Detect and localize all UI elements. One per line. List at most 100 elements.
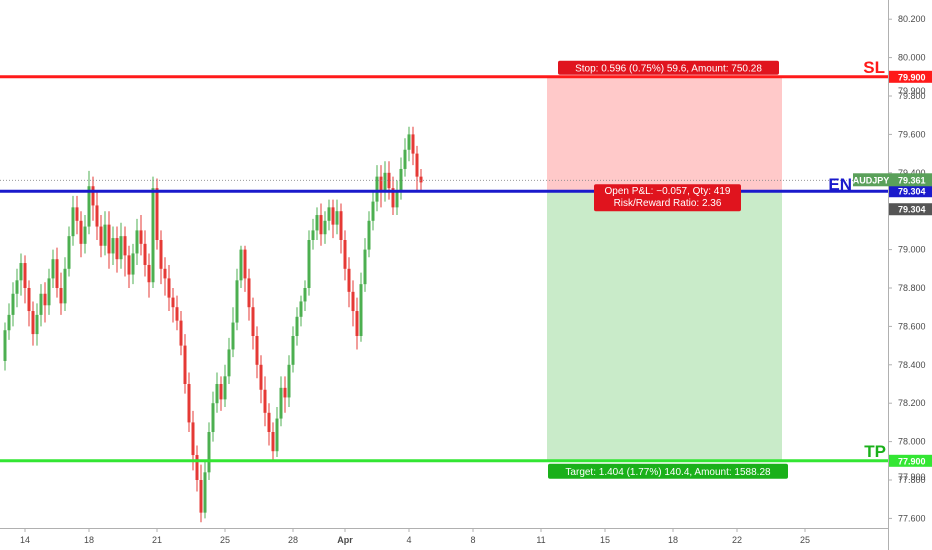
tp-text: TP [864, 442, 886, 461]
candle-body [327, 207, 331, 221]
candle-body [27, 288, 31, 312]
candle-body [339, 211, 343, 240]
candle-body [55, 259, 59, 288]
risk-reward-zones [547, 76, 782, 461]
y-tick-label: 78.200 [898, 398, 926, 408]
candle-body [159, 240, 163, 269]
candle-body [403, 149, 407, 169]
candle-body [355, 311, 359, 336]
candle-body [379, 176, 383, 192]
stop-label-box [558, 60, 779, 75]
candle-body [7, 314, 11, 331]
candle-body [83, 226, 87, 244]
candle-body [47, 278, 51, 306]
candle-body [23, 263, 27, 288]
candle-body [283, 387, 287, 398]
candle-body [99, 226, 103, 246]
candle-body [87, 186, 91, 227]
y-tick-label: 80.200 [898, 14, 926, 24]
candle-body [271, 432, 275, 452]
candle-body [35, 314, 39, 335]
ticker-name: AUDJPY [853, 175, 890, 185]
target-label: Target: 1.404 (1.77%) 140.4, Amount: 158… [565, 467, 771, 478]
entry-price-tag-2-box [889, 203, 932, 216]
candle-body [307, 240, 311, 288]
candle-body [387, 172, 391, 189]
candle-body [19, 263, 23, 281]
candle-body [263, 389, 267, 413]
target-price-tag-box [889, 454, 932, 467]
x-tick-label: 8 [470, 535, 475, 545]
candle-body [251, 307, 255, 336]
candle-body [59, 288, 63, 304]
candle-body [43, 293, 47, 306]
candle-body [359, 284, 363, 336]
candle-body [91, 186, 95, 206]
candle-body [371, 201, 375, 221]
candle-body [127, 255, 131, 275]
candle-body [151, 188, 155, 283]
candle-body [255, 336, 259, 365]
candle-body [171, 297, 175, 308]
candle-body [103, 224, 107, 246]
candle-body [383, 172, 387, 192]
candle-body [347, 268, 351, 292]
candle-body [335, 211, 339, 225]
candle-body [399, 168, 403, 192]
candle-body [239, 249, 243, 281]
pnl-label: Open P&L: −0.057, Qty: 419 [605, 186, 731, 197]
candle-body [79, 220, 83, 244]
y-tick-label: 79.800 [898, 91, 926, 101]
target-price-label-2: 77.900 [898, 472, 926, 482]
ticker-name-box [853, 173, 889, 187]
candle-body [71, 207, 75, 237]
y-tick-label: 77.600 [898, 513, 926, 523]
candle-body [419, 176, 423, 183]
y-tick-label: 79.400 [898, 168, 926, 178]
candle-body [143, 243, 147, 265]
price-axis[interactable]: 80.20080.00079.80079.60079.40079.20079.0… [853, 0, 932, 550]
candle-body [291, 336, 295, 365]
candle-body [111, 238, 115, 254]
y-tick-label: 78.600 [898, 321, 926, 331]
candle-body [67, 236, 71, 269]
candle-body [303, 288, 307, 302]
candle-body [219, 384, 223, 400]
candle-body [407, 134, 411, 150]
candle-body [223, 376, 227, 400]
stop-price-label-2: 79.900 [898, 86, 926, 96]
candle-body [331, 207, 335, 225]
candle-body [3, 330, 7, 361]
candle-body [183, 345, 187, 384]
y-tick-label: 79.600 [898, 129, 926, 139]
y-tick-label: 80.000 [898, 53, 926, 63]
candle-body [163, 268, 167, 279]
candle-body [375, 176, 379, 202]
candle-body [75, 207, 79, 221]
ticker-price-box [889, 173, 932, 187]
candles [3, 126, 423, 523]
stop-label: Stop: 0.596 (0.75%) 59.6, Amount: 750.28 [575, 63, 762, 74]
entry-price-tag-2: 79.304 [898, 205, 926, 215]
x-tick-label: 11 [536, 535, 545, 545]
candle-body [211, 403, 215, 432]
candle-body [95, 205, 99, 227]
candle-body [107, 224, 111, 254]
candle-body [415, 153, 419, 177]
x-tick-label: 18 [84, 535, 94, 545]
candle-body [411, 134, 415, 154]
candle-body [367, 220, 371, 250]
candle-body [235, 280, 239, 323]
target-label-box [548, 463, 788, 479]
candle-body [135, 230, 139, 254]
candle-body [323, 220, 327, 235]
candle-body [351, 291, 355, 312]
time-axis[interactable]: 14 18 21 25 28 Apr 4 8 11 15 18 22 25 [0, 528, 888, 545]
stop-price-tag: 79.900 [898, 72, 926, 82]
x-tick-label: 25 [220, 535, 230, 545]
candle-body [299, 301, 303, 317]
candle-body [363, 249, 367, 285]
candle-body [227, 349, 231, 377]
candle-body [179, 320, 183, 346]
